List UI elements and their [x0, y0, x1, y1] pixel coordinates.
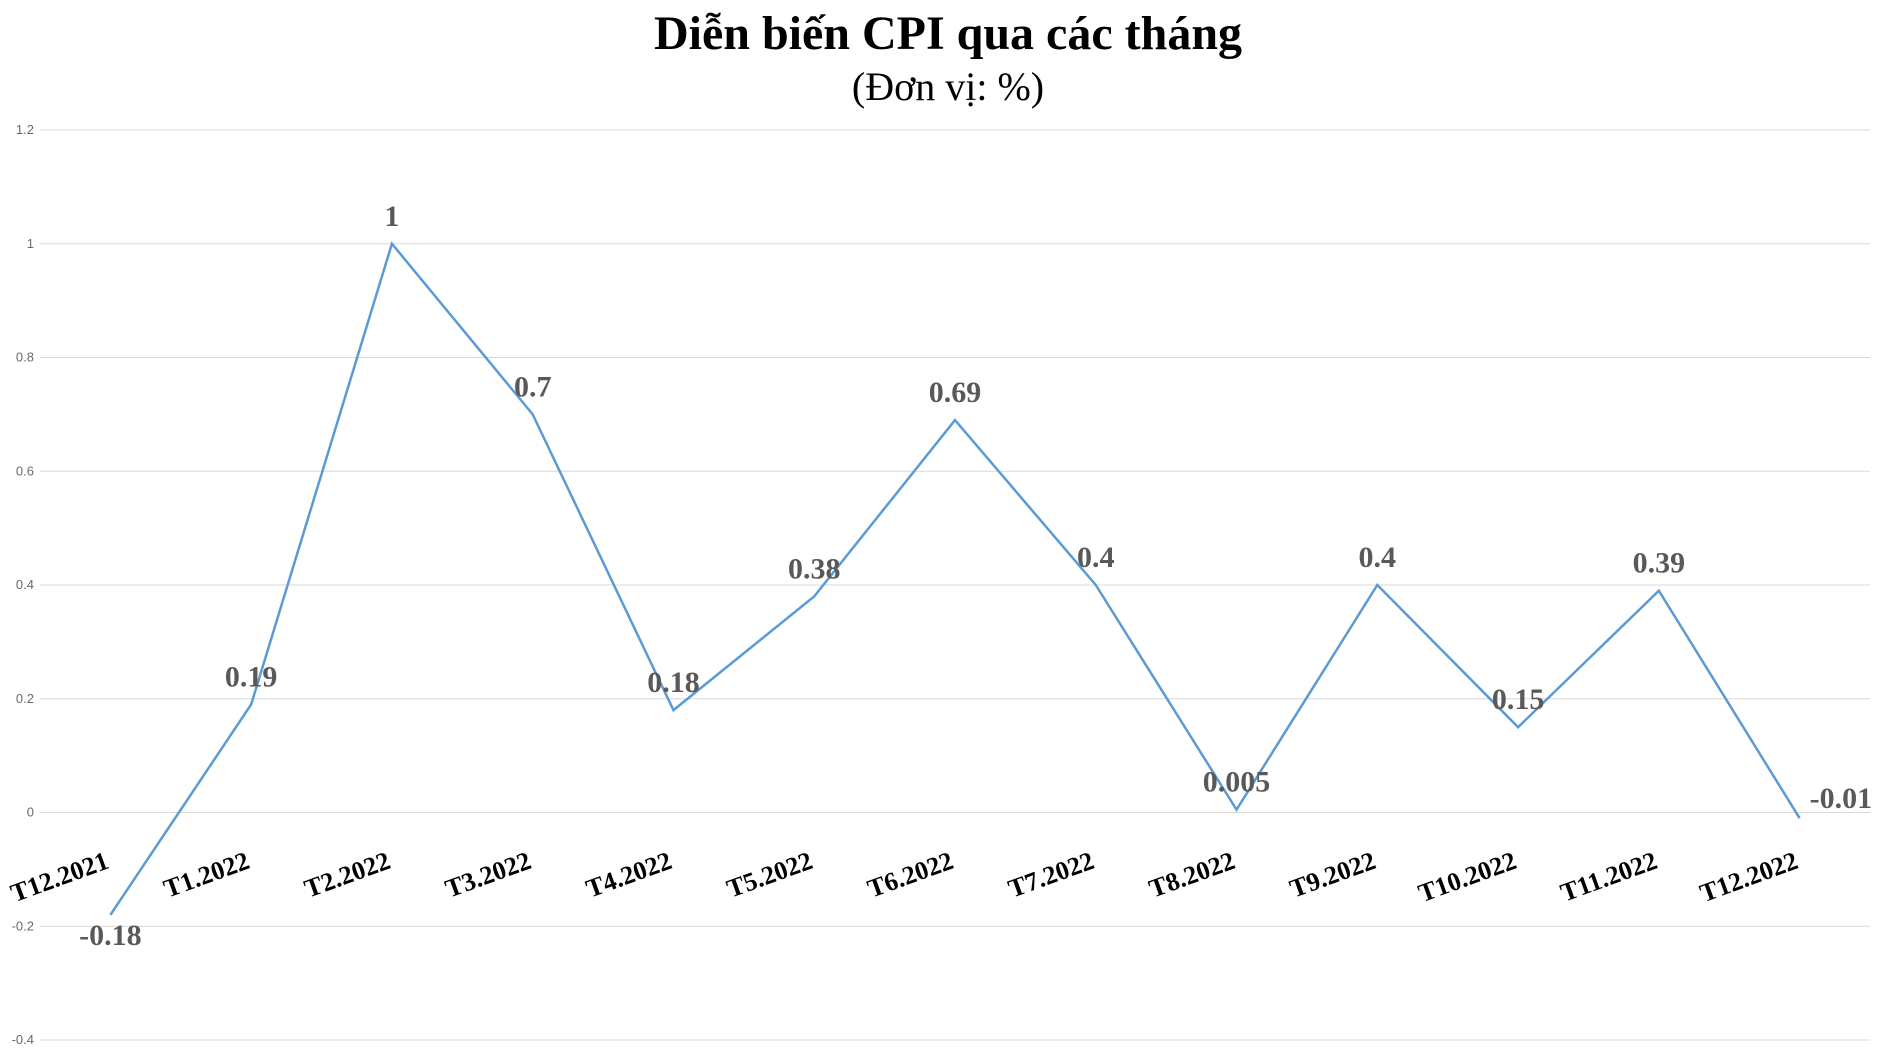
data-point-label: 0.19 [225, 660, 278, 693]
cpi-line-series [110, 244, 1799, 915]
x-tick-label: T10.2022 [1415, 846, 1521, 908]
y-tick-label: 0.4 [16, 577, 34, 592]
y-tick-label: -0.4 [12, 1032, 34, 1047]
x-tick-label: T12.2022 [1696, 846, 1802, 908]
y-tick-label: 0.8 [16, 350, 34, 365]
x-tick-label: T7.2022 [1004, 846, 1097, 904]
x-tick-label: T12.2021 [7, 846, 113, 908]
x-tick-label: T6.2022 [864, 846, 957, 904]
y-tick-label: -0.2 [12, 918, 34, 933]
x-tick-label: T3.2022 [441, 846, 534, 904]
y-tick-label: 1.2 [16, 122, 34, 137]
data-point-label: 0.18 [647, 666, 700, 699]
data-point-label: 0.7 [514, 370, 552, 403]
x-tick-label: T1.2022 [160, 846, 253, 904]
x-tick-label: T2.2022 [301, 846, 394, 904]
y-tick-label: 0 [27, 805, 34, 820]
chart-svg: -0.4 -0.2 0 0.2 0.4 0.6 0.8 1 1.2 T12.2021 T1.2022… [0, 0, 1896, 1057]
data-point-label: 0.15 [1492, 683, 1545, 716]
data-point-label: 0.69 [929, 376, 982, 409]
x-tick-label: T4.2022 [582, 846, 675, 904]
y-tick-label: 1 [27, 236, 34, 251]
data-point-label: 0.38 [788, 552, 841, 585]
x-tick-label: T8.2022 [1145, 846, 1238, 904]
data-point-label: 0.4 [1359, 541, 1397, 574]
data-point-label: 1 [384, 200, 399, 233]
data-point-label: 0.005 [1203, 766, 1271, 799]
x-tick-label: T5.2022 [723, 846, 816, 904]
data-point-label: 0.39 [1633, 547, 1686, 580]
x-tick-label: T11.2022 [1557, 846, 1661, 908]
chart-container: Diễn biến CPI qua các tháng (Đơn vị: %) … [0, 0, 1896, 1057]
data-point-label: 0.4 [1077, 541, 1115, 574]
y-tick-label: 0.2 [16, 691, 34, 706]
y-tick-label: 0.6 [16, 463, 34, 478]
x-tick-label: T9.2022 [1286, 846, 1379, 904]
data-point-label: -0.01 [1810, 782, 1873, 815]
data-point-label: -0.18 [79, 919, 142, 952]
